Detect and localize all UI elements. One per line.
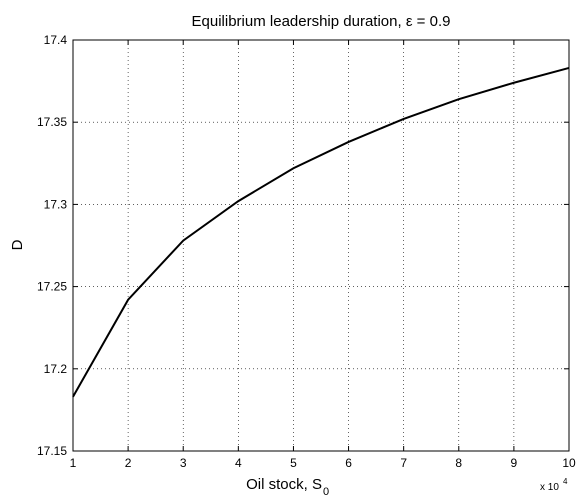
x-multiplier-exponent: 4 (563, 477, 568, 486)
y-tick-label: 17.15 (37, 444, 67, 458)
x-axis-label: Oil stock, S (246, 476, 322, 493)
y-axis-label: D (9, 239, 26, 250)
x-tick-label: 9 (511, 456, 518, 470)
x-tick-label: 7 (400, 456, 407, 470)
y-tick-label: 17.2 (44, 362, 68, 376)
x-tick-label: 6 (345, 456, 352, 470)
x-multiplier: x 10 (540, 482, 559, 493)
x-tick-label: 8 (455, 456, 462, 470)
y-tick-label: 17.4 (44, 33, 68, 47)
chart-title: Equilibrium leadership duration, ε = 0.9 (192, 13, 451, 30)
y-tick-label: 17.25 (37, 280, 67, 294)
x-tick-label: 4 (235, 456, 242, 470)
x-axis-label-subscript: 0 (323, 486, 329, 498)
x-tick-label: 1 (70, 456, 77, 470)
data-line (72, 66, 570, 398)
x-tick-label: 5 (290, 456, 297, 470)
y-tick-label: 17.3 (44, 197, 68, 211)
x-tick-label: 3 (180, 456, 187, 470)
x-tick-label: 10 (562, 456, 576, 470)
plot-frame (72, 39, 570, 452)
x-tick-label: 2 (125, 456, 132, 470)
y-tick-label: 17.35 (37, 115, 67, 129)
